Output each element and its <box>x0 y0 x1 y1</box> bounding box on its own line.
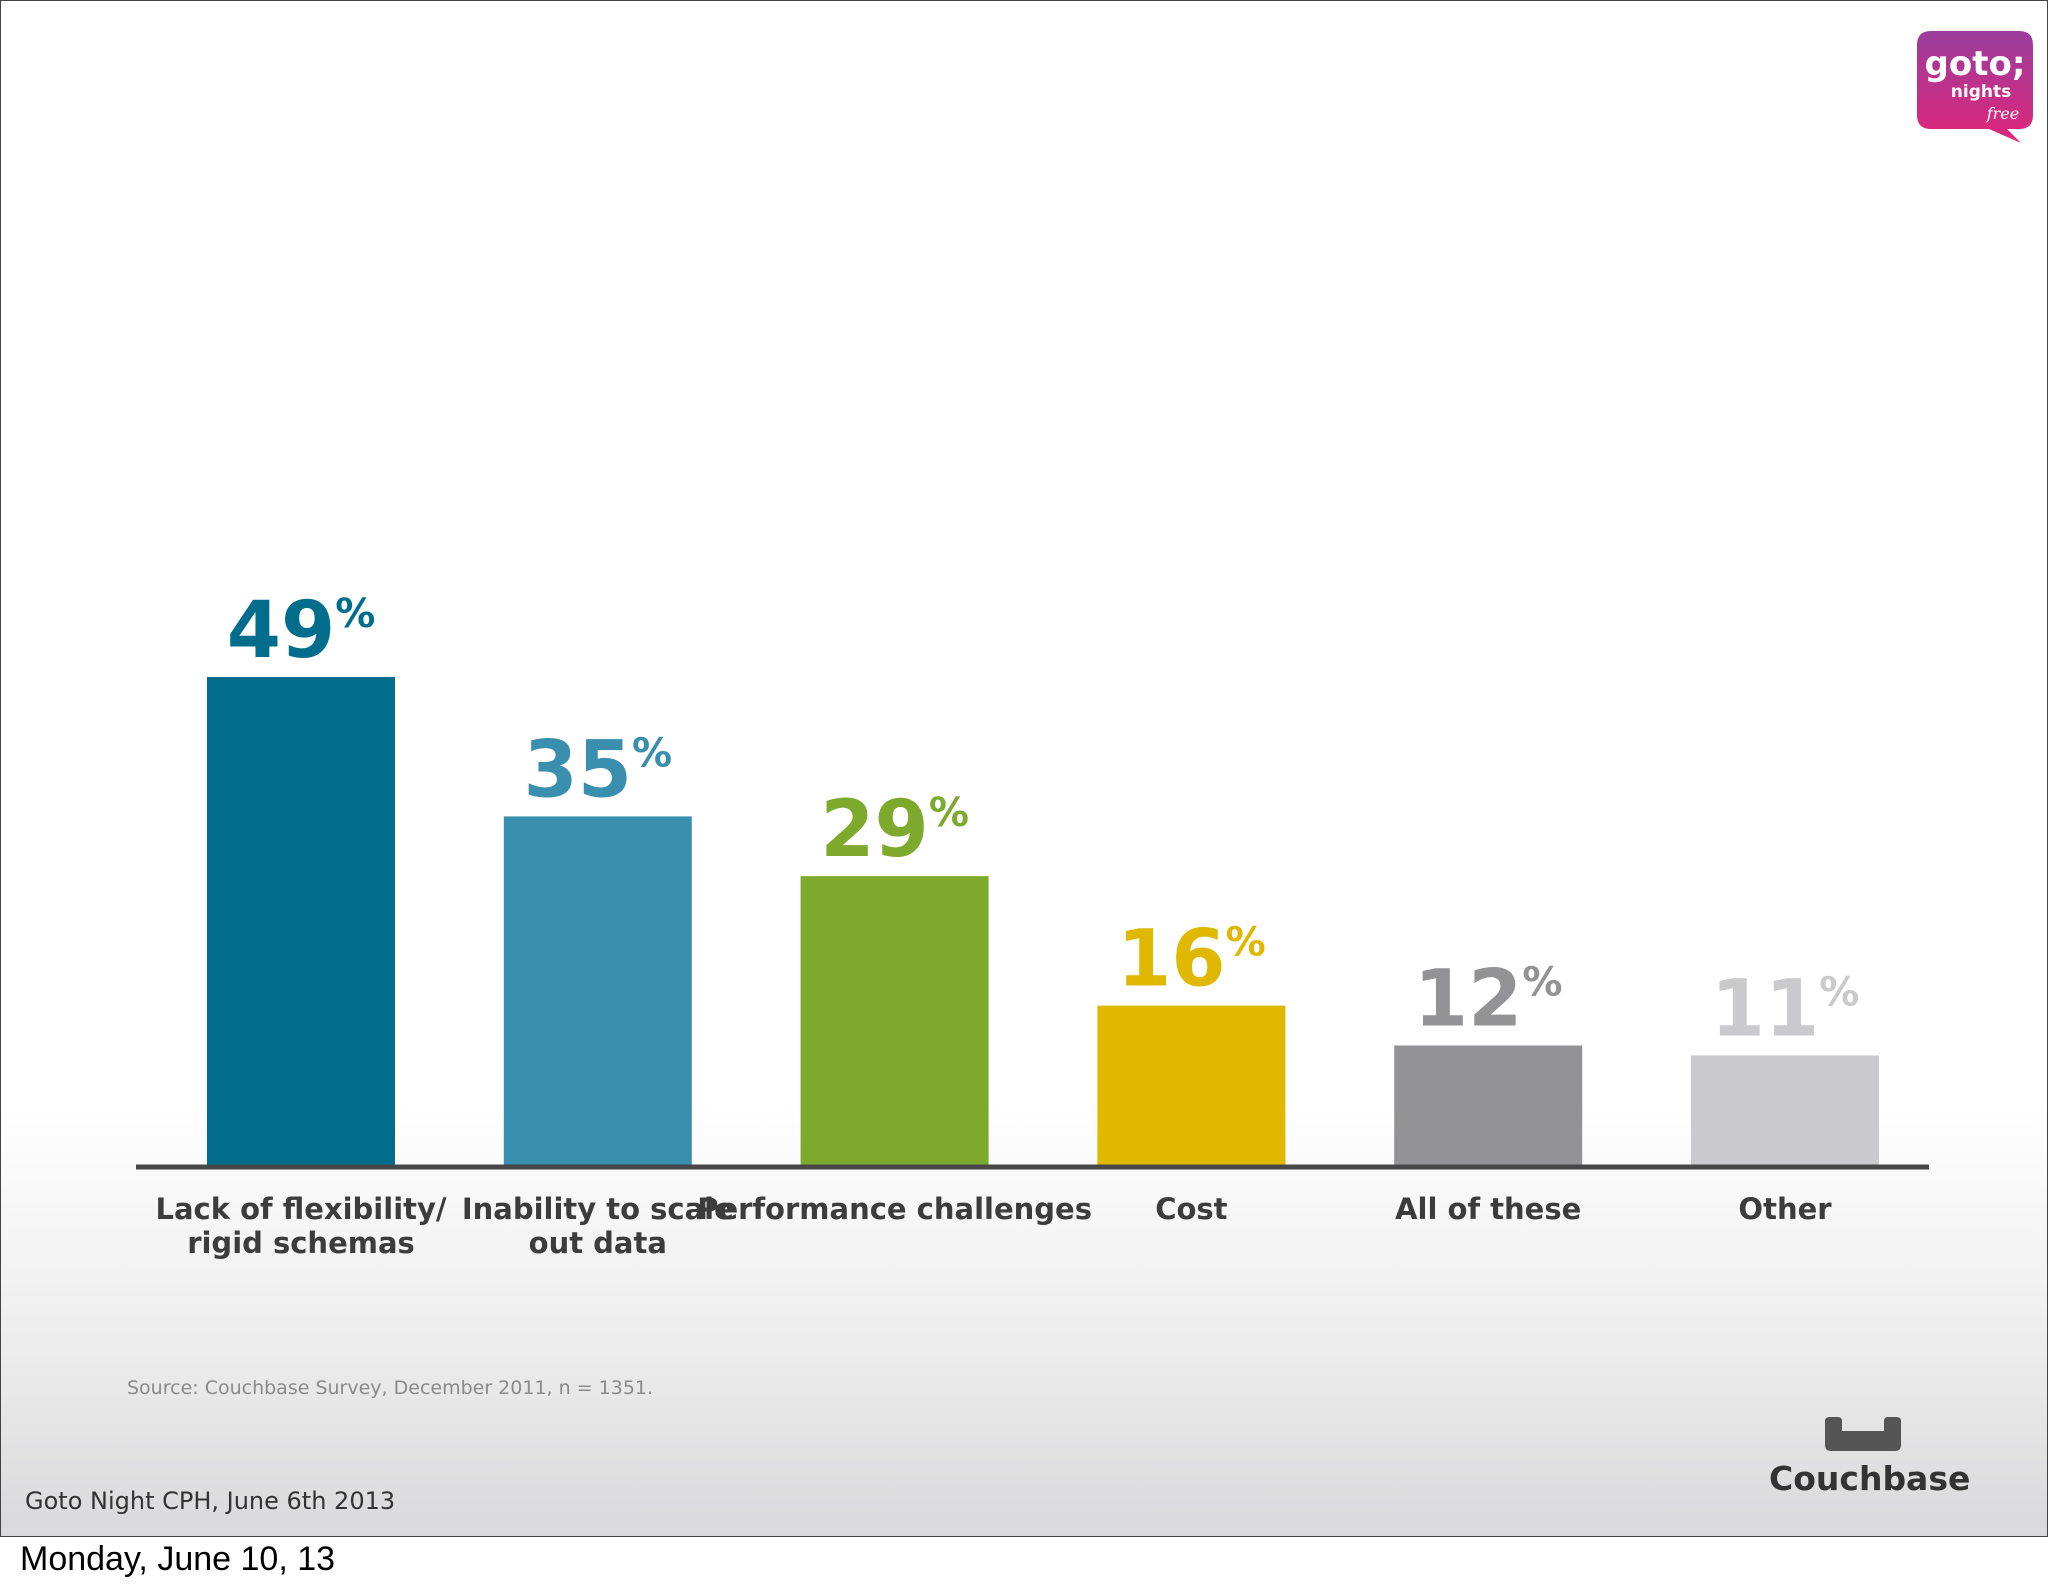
category-label-2: Performance challenges <box>697 1192 1092 1226</box>
category-labels-group: Lack of flexibility/rigid schemasInabili… <box>155 1192 1832 1260</box>
category-label-0: Lack of flexibility/rigid schemas <box>155 1192 446 1260</box>
category-label-5: Other <box>1738 1192 1832 1226</box>
couchbase-wordmark: Couchbase <box>1769 1459 1971 1498</box>
footer-event-label: Goto Night CPH, June 6th 2013 <box>25 1487 396 1515</box>
bar-4 <box>1394 1045 1583 1165</box>
svg-text:free: free <box>1986 104 2020 123</box>
date-caption: Monday, June 10, 13 <box>20 1540 336 1578</box>
bar-value-label-2: 29% <box>820 785 969 875</box>
goto-nights-logo: goto; nights free <box>1917 31 2033 143</box>
source-note: Source: Couchbase Survey, December 2011,… <box>127 1377 654 1399</box>
category-label-3: Cost <box>1155 1192 1227 1226</box>
bar-5 <box>1691 1055 1879 1165</box>
bar-1 <box>503 816 692 1165</box>
slide: 49% 35% 29% 16% 12% 11% Lack of flexibility/r… <box>0 0 2048 1537</box>
couchbase-logo: Couchbase <box>1769 1417 1971 1503</box>
bar-value-label-4: 12% <box>1414 954 1563 1044</box>
bar-value-label-5: 11% <box>1711 964 1860 1054</box>
bar-3 <box>1097 1005 1286 1165</box>
couchbase-sofa-icon <box>1825 1417 1901 1451</box>
category-label-1: Inability to scale out data <box>462 1192 734 1260</box>
bar-chart: 49% 35% 29% 16% 12% 11% Lack of flexibility/r… <box>136 586 1929 1260</box>
svg-text:nights: nights <box>1951 82 2011 102</box>
bar-0 <box>207 676 395 1165</box>
bars-group: 49% 35% 29% 16% 12% 11% <box>207 586 1879 1165</box>
bar-value-label-0: 49% <box>227 586 376 676</box>
bar-2 <box>800 876 989 1165</box>
bar-value-label-3: 16% <box>1117 915 1266 1005</box>
bar-value-label-1: 35% <box>523 725 672 815</box>
category-label-4: All of these <box>1395 1192 1581 1226</box>
svg-text:goto;: goto; <box>1925 44 2026 84</box>
